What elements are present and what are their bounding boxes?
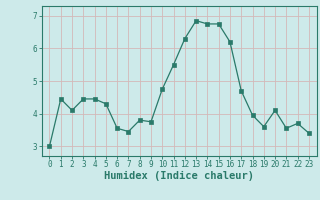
X-axis label: Humidex (Indice chaleur): Humidex (Indice chaleur) bbox=[104, 171, 254, 181]
